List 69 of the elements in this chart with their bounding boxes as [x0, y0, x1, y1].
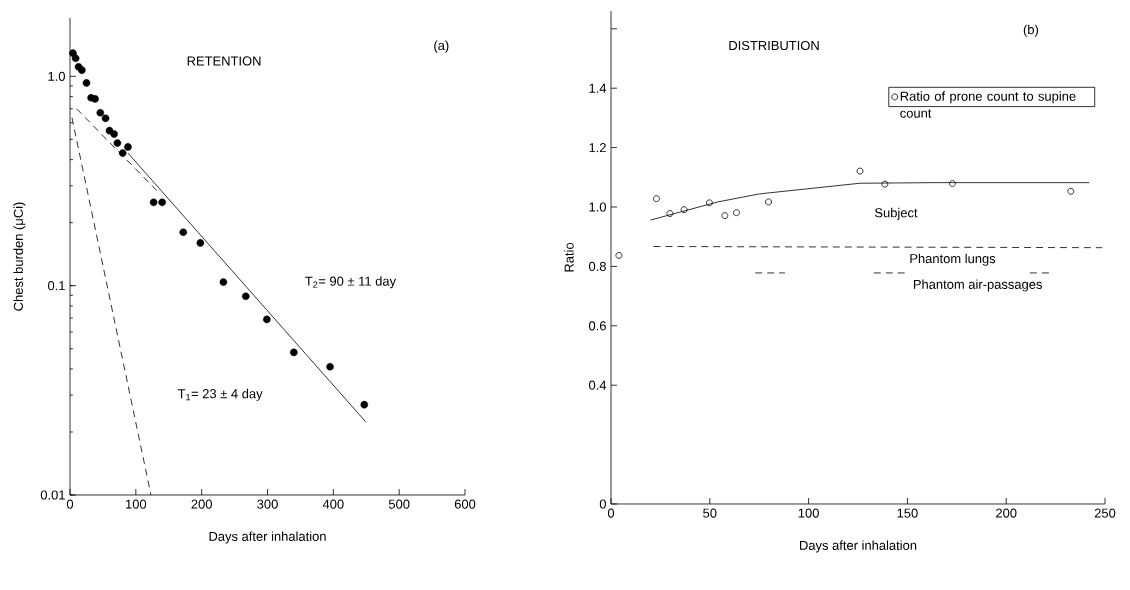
x-tick-label: 600 — [454, 499, 476, 509]
point — [360, 400, 369, 409]
text: RETENTION — [187, 56, 261, 66]
x-tick-label: 250 — [1094, 508, 1116, 518]
y-tick-label: 0.8 — [588, 261, 606, 271]
series-label: Phantom air-passages — [913, 279, 1042, 292]
point — [96, 108, 105, 117]
point — [118, 149, 127, 157]
x-tick-label: 100 — [126, 499, 147, 509]
point — [765, 198, 772, 206]
point — [680, 206, 688, 214]
x-axis-title: Days after inhalation — [209, 531, 326, 544]
annotation: (a) — [434, 40, 449, 53]
point — [149, 198, 158, 207]
point — [179, 228, 188, 237]
y-tick-label: 1.4 — [589, 83, 607, 93]
point — [101, 114, 110, 123]
point — [949, 180, 956, 187]
line-series — [650, 182, 1090, 221]
point — [721, 212, 729, 219]
y-axis-title: Chest burden (μCi) — [13, 202, 26, 311]
x-tick-label: 100 — [798, 508, 819, 518]
point — [615, 252, 623, 259]
y-axis-title: Ratio — [564, 242, 574, 272]
x-tick-label: 200 — [996, 508, 1017, 518]
point — [326, 362, 334, 371]
point — [219, 278, 228, 286]
x-tick-label: 50 — [703, 508, 717, 518]
y-tick-label: 0.6 — [588, 321, 606, 331]
x-tick-label: 150 — [897, 508, 918, 518]
point — [653, 195, 660, 203]
annotation: T$_{1}$= 23 ± 4 day — [177, 388, 263, 401]
point — [113, 139, 122, 147]
y-tick-label: 1.0 — [589, 202, 606, 212]
y-tick-label: 0.4 — [588, 380, 607, 390]
y-tick-label: 0.01 — [40, 490, 65, 500]
series-label: Subject — [874, 207, 918, 220]
point — [78, 66, 86, 74]
point — [158, 198, 166, 207]
x-axis-title: Days after inhalation — [800, 540, 917, 553]
x-tick-label: 400 — [322, 499, 344, 509]
x-tick-label: 0 — [607, 508, 615, 518]
legend-label: Ratio of prone count to supine count — [900, 91, 1076, 118]
point — [881, 180, 889, 188]
point — [71, 54, 80, 63]
point — [110, 130, 118, 138]
annotation: (b) — [1023, 24, 1039, 37]
point — [196, 239, 205, 247]
point — [91, 95, 99, 103]
point — [124, 143, 132, 151]
x-tick-label: 500 — [388, 499, 410, 509]
x-tick-label: 300 — [257, 499, 278, 509]
point — [82, 79, 91, 87]
point — [242, 292, 250, 301]
point — [706, 199, 713, 207]
y-tick-label: 1.2 — [589, 143, 606, 153]
x-tick-label: 0 — [66, 499, 74, 509]
point — [1067, 187, 1075, 195]
y-tick-label: 1.0 — [48, 71, 65, 81]
y-tick-label: 0.1 — [47, 281, 65, 291]
x-tick-label: 200 — [191, 499, 212, 509]
point — [666, 210, 674, 217]
series-label: Phantom lungs — [910, 253, 996, 266]
point — [290, 348, 298, 357]
point — [263, 315, 271, 324]
point — [733, 209, 740, 217]
annotation: T$_{2}$= 90 ± 11 day — [305, 276, 397, 289]
text: DISTRIBUTION — [729, 40, 819, 51]
point — [856, 167, 864, 175]
